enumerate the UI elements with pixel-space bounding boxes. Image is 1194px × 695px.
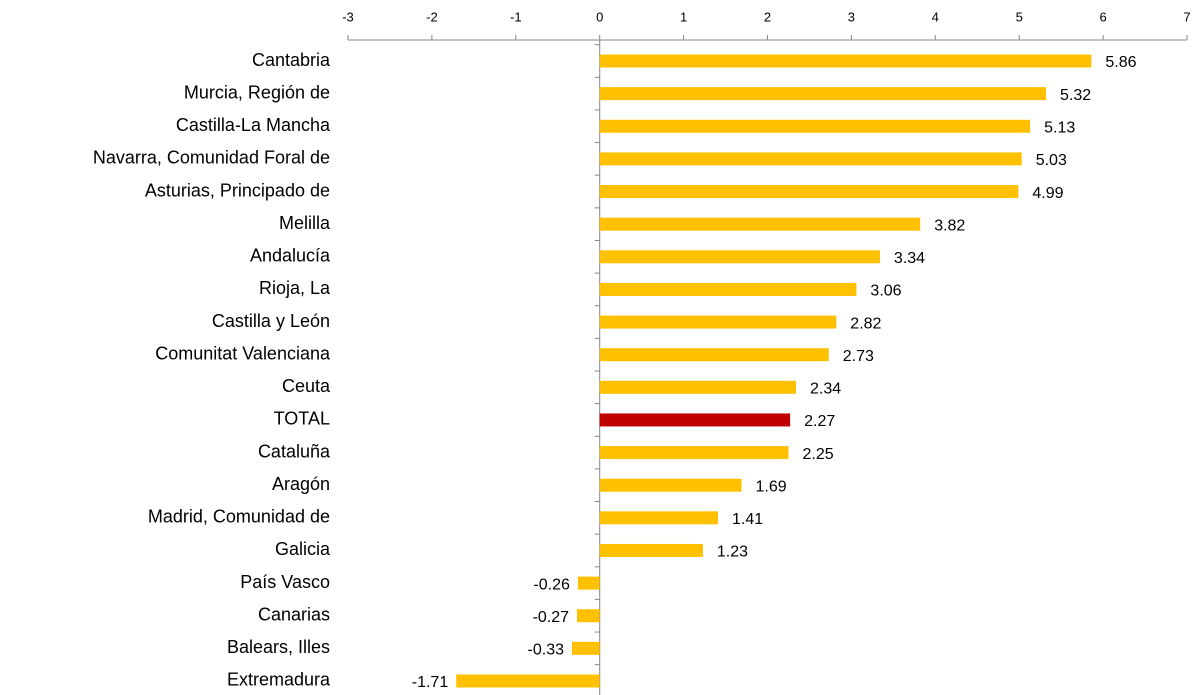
data-label: -0.33 [528, 642, 565, 659]
y-tick-label: Extremadura [227, 670, 331, 690]
data-label: 2.73 [843, 348, 874, 365]
y-tick-label: Balears, Illes [227, 637, 330, 657]
y-tick-label: Madrid, Comunidad de [148, 507, 330, 527]
bar [599, 54, 1092, 68]
y-tick-label: Castilla y León [212, 311, 330, 331]
data-label: 5.32 [1060, 87, 1091, 104]
bar [599, 543, 703, 557]
x-tick-label: 2 [764, 9, 771, 24]
data-label: 3.06 [870, 283, 901, 300]
data-label: 5.13 [1044, 119, 1075, 136]
data-label: 1.23 [717, 544, 748, 561]
y-tick-label: Melilla [279, 213, 331, 233]
y-tick-label: TOTAL [274, 409, 330, 429]
data-label: 5.03 [1036, 152, 1067, 169]
x-tick-label: -2 [426, 9, 438, 24]
data-label: 2.82 [850, 315, 881, 332]
y-tick-label: Cataluña [258, 441, 331, 461]
x-tick-label: 3 [848, 9, 855, 24]
y-tick-label: Comunitat Valenciana [155, 343, 331, 363]
y-tick-label: Aragón [272, 474, 330, 494]
y-tick-label: Navarra, Comunidad Foral de [93, 148, 330, 168]
x-tick-label: 0 [596, 9, 603, 24]
bar [599, 315, 837, 329]
y-tick-label: País Vasco [240, 572, 330, 592]
data-label: 1.41 [732, 511, 763, 528]
bar [599, 152, 1022, 166]
x-tick-label: -1 [510, 9, 522, 24]
data-label: 1.69 [755, 478, 786, 495]
data-label: 4.99 [1032, 185, 1063, 202]
bar [599, 413, 791, 427]
bar [599, 250, 880, 264]
x-tick-label: -3 [342, 9, 354, 24]
x-tick-label: 4 [932, 9, 939, 24]
bar [577, 576, 600, 590]
data-label: 2.25 [802, 446, 833, 463]
data-label: -0.26 [533, 576, 570, 593]
bar [599, 380, 797, 394]
data-label: 2.34 [810, 381, 841, 398]
x-tick-label: 7 [1183, 9, 1190, 24]
bar [599, 119, 1031, 133]
bar [599, 87, 1047, 101]
y-tick-label: Murcia, Región de [184, 82, 330, 102]
bar [577, 609, 600, 623]
data-label: -1.71 [412, 674, 449, 691]
y-tick-label: Rioja, La [259, 278, 331, 298]
bar [599, 511, 718, 525]
bar [599, 185, 1019, 199]
y-tick-label: Cantabria [252, 50, 331, 70]
y-tick-label: Asturias, Principado de [145, 180, 330, 200]
y-tick-label: Canarias [258, 604, 330, 624]
y-tick-label: Andalucía [250, 246, 331, 266]
bar [456, 674, 600, 688]
bar [572, 641, 600, 655]
data-label: -0.27 [533, 609, 570, 626]
x-tick-label: 1 [680, 9, 687, 24]
y-tick-label: Ceuta [282, 376, 331, 396]
x-tick-label: 6 [1099, 9, 1106, 24]
y-tick-label: Galicia [275, 539, 331, 559]
data-label: 3.34 [894, 250, 925, 267]
data-label: 3.82 [934, 217, 965, 234]
data-label: 5.86 [1105, 54, 1136, 71]
bar [599, 217, 921, 231]
y-tick-label: Castilla-La Mancha [176, 115, 331, 135]
bar [599, 446, 789, 460]
data-label: 2.27 [804, 413, 835, 430]
bar [599, 478, 742, 492]
bar [599, 282, 857, 296]
bar [599, 348, 829, 362]
x-tick-label: 5 [1016, 9, 1023, 24]
